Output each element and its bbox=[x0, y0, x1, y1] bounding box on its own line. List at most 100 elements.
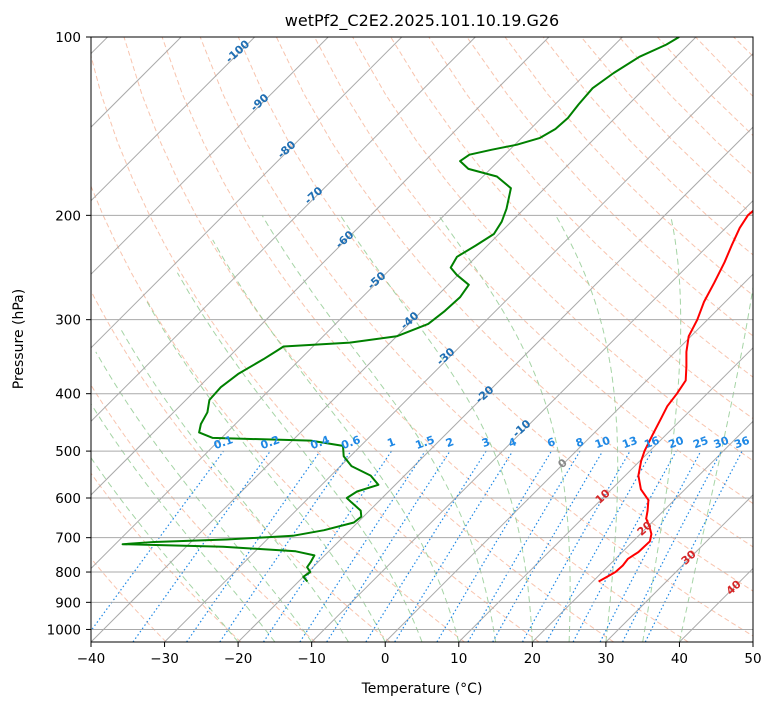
isotherm bbox=[91, 37, 329, 275]
y-tick-label: 1000 bbox=[47, 622, 81, 638]
dry-adiabat bbox=[466, 37, 753, 337]
x-tick-label: −40 bbox=[77, 651, 106, 667]
y-tick-label: 900 bbox=[55, 595, 81, 611]
dry-adiabat bbox=[542, 37, 753, 256]
y-tick-label: 700 bbox=[55, 531, 81, 547]
isotherm bbox=[237, 126, 753, 642]
moist-adiabat bbox=[212, 239, 460, 642]
y-axis-label: Pressure (hPa) bbox=[11, 289, 27, 389]
isotherm bbox=[752, 641, 753, 642]
dry-adiabat bbox=[199, 37, 753, 637]
x-tick-label: −20 bbox=[224, 651, 253, 667]
dry-adiabat bbox=[123, 37, 614, 642]
mixing-ratio-label: 20 bbox=[667, 434, 686, 452]
isotherm bbox=[679, 567, 753, 642]
dry-adiabat bbox=[314, 37, 753, 505]
isotherm-label: -90 bbox=[248, 91, 272, 114]
mixing-ratio-label: 13 bbox=[620, 434, 639, 451]
y-tick-label: 800 bbox=[55, 565, 81, 581]
dry-adiabat bbox=[161, 37, 689, 642]
isotherm bbox=[531, 420, 753, 642]
profile-lines bbox=[121, 37, 753, 583]
x-tick-label: 40 bbox=[671, 651, 688, 667]
y-tick-label: 100 bbox=[55, 30, 81, 46]
dry-adiabat bbox=[91, 557, 167, 642]
isotherm-label: -100 bbox=[223, 37, 252, 65]
x-tick-label: 30 bbox=[597, 651, 614, 667]
y-tick-label: 400 bbox=[55, 387, 81, 403]
mixing-ratio-line bbox=[326, 450, 451, 642]
dry-adiabat bbox=[91, 384, 316, 642]
moist-adiabat bbox=[91, 402, 276, 642]
isotherm-label: 0 bbox=[555, 456, 570, 471]
mixing-ratio-label: 0.1 bbox=[212, 433, 235, 452]
mixing-ratio-label: 1.5 bbox=[414, 433, 437, 452]
dry-adiabat bbox=[695, 37, 753, 97]
dry-adiabat bbox=[91, 289, 391, 642]
moist-adiabat bbox=[261, 215, 497, 642]
x-axis: −40 −30 −20 −10 0 10 20 30 40 50 bbox=[77, 642, 762, 667]
isotherm bbox=[91, 37, 403, 349]
mixing-ratio-line bbox=[622, 450, 722, 642]
dry-adiabat bbox=[657, 37, 753, 137]
dry-adiabat bbox=[428, 37, 753, 378]
mixing-ratio-label: 25 bbox=[691, 434, 710, 451]
mixing-ratio-label: 0.6 bbox=[339, 433, 362, 452]
mixing-ratio-line bbox=[91, 450, 224, 632]
isotherm-label: -80 bbox=[275, 138, 299, 161]
mixing-ratio-label: 2 bbox=[444, 435, 456, 450]
isotherm-label: -50 bbox=[365, 269, 389, 292]
y-tick-label: 200 bbox=[55, 208, 81, 224]
isotherm bbox=[91, 37, 476, 423]
mixing-ratio-line bbox=[262, 450, 392, 642]
mixing-ratio-line bbox=[644, 450, 743, 642]
mixing-ratio-line bbox=[572, 450, 677, 642]
moist-adiabat bbox=[438, 215, 571, 642]
mixing-ratio-line bbox=[521, 450, 631, 642]
isotherm-label: -70 bbox=[302, 184, 326, 207]
x-axis-label: Temperature (°C) bbox=[361, 681, 483, 697]
x-tick-label: 20 bbox=[524, 651, 541, 667]
isotherm bbox=[384, 273, 753, 642]
x-tick-label: 50 bbox=[744, 651, 761, 667]
moist-adiabat bbox=[176, 272, 423, 642]
dry-adiabat bbox=[504, 37, 753, 296]
moist-adiabat bbox=[91, 456, 239, 642]
y-axis: 100 200 300 400 500 600 700 800 900 1000 bbox=[47, 30, 91, 638]
mixing-ratio-label: 36 bbox=[733, 434, 752, 452]
mixing-ratio-line bbox=[132, 450, 271, 642]
chart-title: wetPf2_C2E2.2025.101.10.19.G26 bbox=[285, 11, 559, 31]
mixing-ratio-line bbox=[436, 450, 553, 642]
x-tick-label: −10 bbox=[297, 651, 326, 667]
dry-adiabat bbox=[91, 54, 540, 642]
x-tick-label: −30 bbox=[150, 651, 179, 667]
mixing-ratio-label: 16 bbox=[642, 434, 661, 452]
mixing-ratio-label: 3 bbox=[480, 435, 492, 450]
isotherm bbox=[164, 52, 753, 642]
mixing-ratio-label: 10 bbox=[593, 434, 612, 452]
dry-adiabat bbox=[237, 37, 753, 592]
isotherm-label: 30 bbox=[679, 547, 699, 567]
mixing-ratio-label: 0.4 bbox=[309, 433, 332, 452]
y-tick-label: 300 bbox=[55, 313, 81, 329]
isotherm bbox=[605, 494, 753, 642]
mixing-ratio-label: 30 bbox=[712, 434, 731, 452]
isotherm bbox=[458, 347, 753, 642]
dry-adiabat bbox=[275, 37, 753, 548]
pressure-gridlines bbox=[91, 37, 753, 630]
dry-adiabat bbox=[390, 37, 753, 420]
moist-adiabat bbox=[95, 351, 313, 642]
dry-adiabat bbox=[91, 184, 465, 642]
background-lines bbox=[91, 37, 753, 642]
isotherm-label: -60 bbox=[333, 228, 357, 251]
isotherm-label: 10 bbox=[593, 486, 613, 506]
isotherm bbox=[91, 37, 623, 570]
moist-adiabat bbox=[146, 301, 386, 642]
mixing-ratio-label: 6 bbox=[546, 435, 558, 450]
dry-adiabat bbox=[352, 37, 753, 462]
y-tick-label: 600 bbox=[55, 491, 81, 507]
dewpoint-line bbox=[121, 37, 680, 583]
mixing-ratio-line bbox=[394, 450, 514, 642]
moist-adiabat bbox=[642, 215, 682, 642]
